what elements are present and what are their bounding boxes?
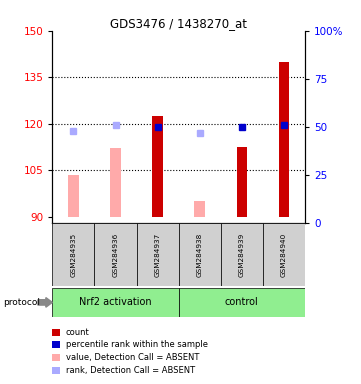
Text: GSM284936: GSM284936 [113, 232, 118, 276]
Text: value, Detection Call = ABSENT: value, Detection Call = ABSENT [66, 353, 199, 362]
Text: count: count [66, 328, 90, 337]
Bar [68, 175, 79, 217]
Bar [179, 288, 305, 317]
Title: GDS3476 / 1438270_at: GDS3476 / 1438270_at [110, 17, 247, 30]
Text: rank, Detection Call = ABSENT: rank, Detection Call = ABSENT [66, 366, 195, 375]
Bar [110, 148, 121, 217]
Text: GSM284940: GSM284940 [281, 232, 287, 276]
Bar [179, 223, 221, 286]
Bar [236, 147, 247, 217]
Bar [221, 223, 263, 286]
Text: control: control [225, 297, 259, 308]
Bar [95, 223, 136, 286]
Bar [195, 201, 205, 217]
Text: Nrf2 activation: Nrf2 activation [79, 297, 152, 308]
Bar [52, 223, 95, 286]
Bar [136, 223, 179, 286]
Text: GSM284935: GSM284935 [70, 232, 77, 276]
Bar [279, 62, 289, 217]
Bar [52, 288, 179, 317]
Text: percentile rank within the sample: percentile rank within the sample [66, 340, 208, 349]
Text: GSM284937: GSM284937 [155, 232, 161, 276]
Text: protocol: protocol [4, 298, 40, 307]
Text: GSM284938: GSM284938 [197, 232, 203, 276]
Bar [152, 116, 163, 217]
Bar [263, 223, 305, 286]
Text: GSM284939: GSM284939 [239, 232, 245, 276]
